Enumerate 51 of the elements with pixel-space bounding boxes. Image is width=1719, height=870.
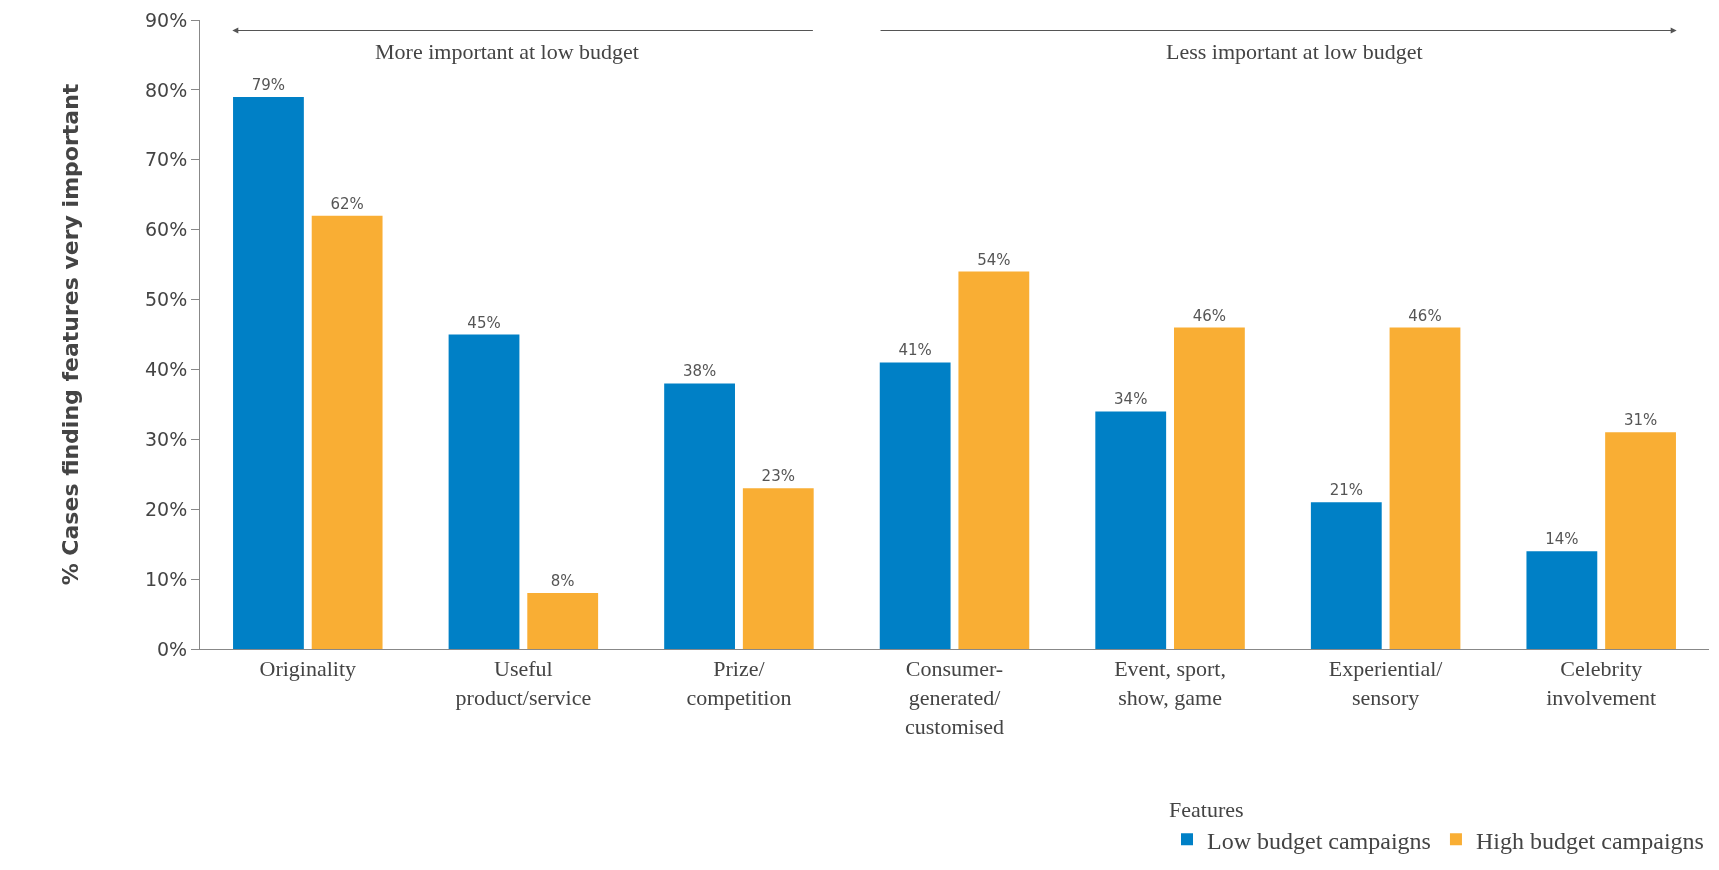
x-tick-label: Experiential/sensory [1328, 656, 1444, 710]
x-tick-label: Celebrity involvement [1546, 656, 1657, 710]
bar [958, 271, 1030, 649]
data-label: 34% [1114, 390, 1148, 409]
bar [233, 96, 304, 649]
bar [1389, 327, 1461, 649]
y-tick-label: 80% [144, 78, 188, 101]
bar [664, 383, 735, 649]
y-axis-title: % Cases finding features very important [57, 83, 83, 586]
x-tick-label: Originality [259, 656, 357, 682]
x-tick-label: Event, sport, show, game [1114, 656, 1226, 710]
data-label: 31% [1623, 411, 1658, 430]
data-label: 23% [761, 467, 795, 486]
y-tick-label: 0% [157, 637, 188, 660]
data-label: 46% [1408, 306, 1442, 325]
bar [1310, 502, 1382, 649]
bar [1526, 551, 1598, 649]
bar [879, 362, 951, 649]
data-label: 38% [682, 362, 717, 381]
data-label: 45% [467, 313, 501, 332]
bar [742, 488, 814, 649]
bar [1095, 411, 1167, 649]
y-tick-label: 10% [144, 567, 188, 590]
data-label: 79% [251, 75, 286, 94]
x-tick-label: Useful product/service [455, 656, 592, 710]
data-label: 41% [898, 341, 932, 360]
y-tick-label: 70% [144, 148, 188, 171]
annotation: Less important at low budget [1166, 39, 1423, 64]
legend-title: Features [1169, 797, 1244, 823]
legend-label: Low budget campaigns [1207, 827, 1431, 854]
legend-label: High budget campaigns [1475, 827, 1704, 854]
bar [527, 593, 599, 649]
y-tick-label: 20% [144, 497, 188, 520]
y-tick-label: 60% [144, 218, 188, 241]
y-tick-label: 50% [144, 288, 188, 311]
data-label: 54% [977, 250, 1011, 269]
bar [311, 215, 383, 649]
x-tick-label: Consumer-generated/customised [905, 656, 1004, 739]
bar [448, 334, 520, 649]
bar [1605, 432, 1676, 649]
y-tick-label: 40% [144, 358, 188, 381]
y-tick-label: 90% [144, 8, 188, 31]
data-label: 14% [1545, 530, 1579, 549]
x-tick-label: Prize/competition [686, 656, 792, 710]
data-label: 46% [1192, 306, 1227, 325]
data-label: 62% [330, 194, 364, 213]
data-label: 21% [1329, 481, 1363, 500]
bar [1174, 327, 1245, 649]
annotation: More important at low budget [375, 39, 639, 64]
data-label: 8% [550, 572, 575, 591]
y-tick-label: 30% [144, 427, 188, 450]
